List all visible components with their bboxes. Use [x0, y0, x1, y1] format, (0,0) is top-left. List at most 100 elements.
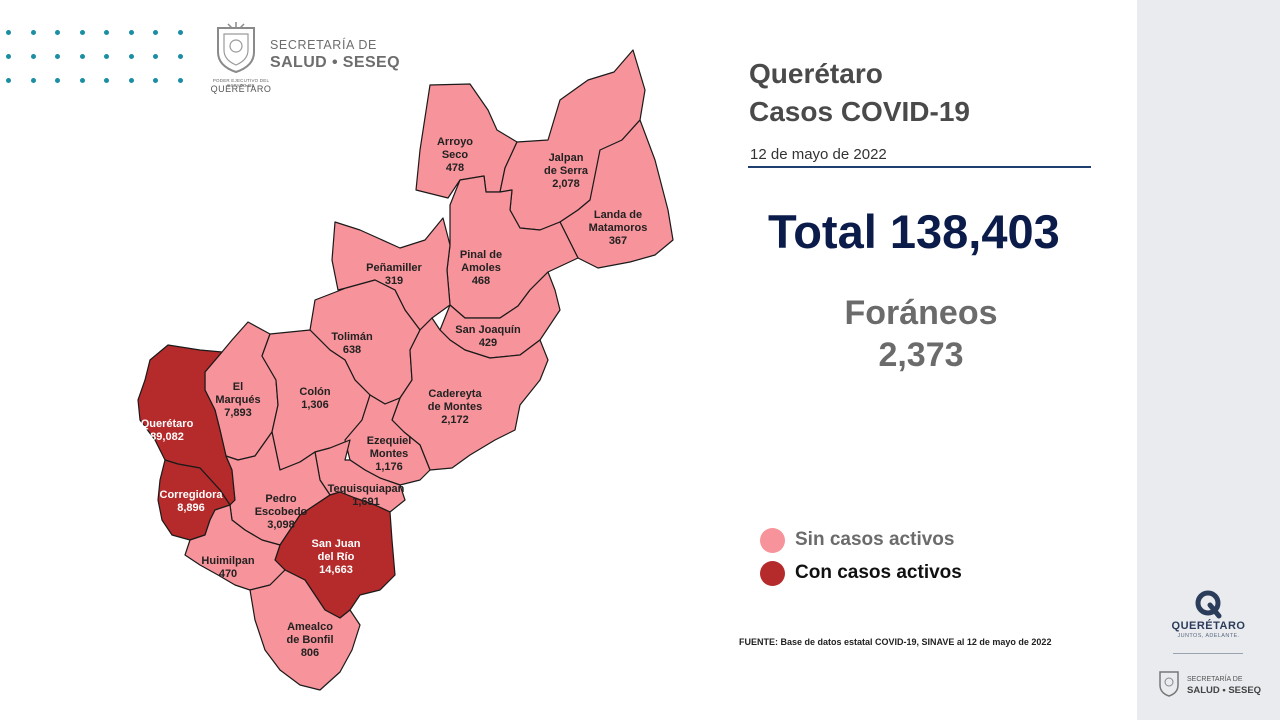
- municipality-name-line: Corregidora: [159, 489, 223, 501]
- municipality-case-count: 806: [300, 647, 320, 659]
- label-landa-de-matamoros: Landa de Matamoros 367: [589, 209, 648, 248]
- decorative-dot: [153, 30, 158, 35]
- municipality-case-count: 89,082: [150, 431, 184, 443]
- municipality-name-line: Pedro: [265, 493, 297, 505]
- municipality-case-count: 3,098: [267, 519, 295, 531]
- label-arroyo-seco: Arroyo Seco 478: [437, 136, 473, 175]
- municipality-name-line: Marqués: [215, 394, 261, 406]
- logo-line-1: SECRETARÍA DE: [270, 38, 377, 52]
- legend-label-inactive: Sin casos activos: [795, 529, 955, 550]
- report-date: 12 de mayo de 2022: [750, 146, 887, 163]
- municipality-name-line: Cadereyta: [428, 388, 482, 400]
- municipality-name-line: de Bonfil: [286, 634, 334, 646]
- municipality-name-line: Matamoros: [588, 222, 648, 234]
- municipality-case-count: 2,172: [441, 414, 469, 426]
- municipality-case-count: 319: [384, 275, 404, 287]
- decorative-dot: [104, 30, 109, 35]
- municipality-case-count: 638: [342, 344, 362, 356]
- municipality-name-line: Amoles: [461, 262, 501, 274]
- region-huimilpan[interactable]: [184, 504, 286, 591]
- decorative-dot: [30, 78, 36, 83]
- decorative-dot: [55, 78, 60, 83]
- municipality-case-count: 470: [218, 568, 238, 580]
- municipality-name-line: de Serra: [543, 165, 589, 177]
- decorative-dot: [55, 54, 60, 59]
- decorative-dot: [79, 54, 85, 59]
- municipality-case-count: 8,896: [177, 502, 205, 514]
- right-sidebar: QUERÉTARO JUNTOS, ADELANTE. SECRETARÍA D…: [1137, 0, 1280, 720]
- decorative-dot: [104, 78, 109, 83]
- municipality-case-count: 1,176: [375, 461, 403, 473]
- municipality-name-line: Montes: [369, 448, 409, 460]
- label-pinal-de-amoles: Pinal de Amoles 468: [460, 249, 502, 288]
- seseq-header-logo: PODER EJECUTIVO DEL ESTADO DE QUERÉTARO …: [206, 20, 426, 98]
- label-tequisquiapan: Tequisquiapan 1,691: [328, 483, 405, 509]
- title-subject: Casos COVID-19: [749, 96, 970, 127]
- legend-swatch-inactive: [760, 527, 785, 553]
- label-ezequiel-montes: Ezequiel Montes 1,176: [367, 435, 412, 474]
- data-source-note: FUENTE: Base de datos estatal COVID-19, …: [739, 637, 1052, 647]
- decorative-dot: [128, 30, 134, 35]
- decorative-dot: [6, 54, 11, 59]
- municipality-case-count: 2,078: [552, 178, 580, 190]
- decorative-dot: [177, 30, 183, 35]
- label-cadereyta-de-montes: Cadereyta de Montes 2,172: [428, 388, 482, 427]
- foraneos-block: Foráneos 2,373: [821, 292, 1021, 376]
- title-state: Querétaro: [749, 58, 883, 89]
- municipality-case-count: 367: [608, 235, 628, 247]
- legend-label-active: Con casos activos: [795, 562, 962, 583]
- municipality-name-line: Pinal de: [459, 249, 503, 261]
- municipality-case-count: 429: [478, 337, 498, 349]
- municipality-name-line: Peñamiller: [366, 262, 422, 274]
- label-amealco-de-bonfil: Amealco de Bonfil 806: [286, 621, 333, 660]
- decorative-dot: [30, 30, 36, 35]
- municipality-name-line: Ezequiel: [366, 435, 412, 447]
- municipality-name-line: Arroyo: [436, 136, 474, 148]
- decorative-dot: [79, 78, 85, 83]
- municipality-name-line: Tolimán: [331, 331, 373, 343]
- municipality-name-line: Escobedo: [254, 506, 308, 518]
- decorative-dot: [128, 78, 134, 83]
- decorative-dot: [6, 78, 11, 83]
- sidebar-shield-icon: [1159, 671, 1179, 697]
- municipality-name-line: Seco: [441, 149, 469, 161]
- municipality-name-line: Querétaro: [140, 418, 194, 430]
- municipality-case-count: 1,306: [301, 399, 329, 411]
- label-huimilpan: Huimilpan 470: [201, 555, 254, 581]
- municipality-case-count: 7,893: [224, 407, 252, 419]
- decorative-dot: [177, 78, 183, 83]
- decorative-dot: [6, 30, 11, 35]
- municipality-case-count: 1,691: [352, 496, 380, 508]
- label-pedro-escobedo: Pedro Escobedo 3,098: [255, 493, 308, 532]
- foraneos-label: Foráneos: [844, 294, 998, 332]
- sidebar-tagline: JUNTOS, ADELANTE.: [1177, 633, 1240, 639]
- sidebar-logo-line-2: SALUD • SESEQ: [1187, 685, 1262, 696]
- region-amealco-de-bonfil[interactable]: [249, 569, 361, 691]
- label-penamiller: Peñamiller 319: [366, 262, 422, 288]
- municipality-name-line: Jalpan: [548, 152, 584, 164]
- decorative-dot: [104, 54, 109, 59]
- municipality-name-line: San Joaquín: [455, 324, 521, 336]
- decorative-dot: [128, 54, 134, 59]
- decorative-dot: [153, 78, 158, 83]
- label-jalpan-de-serra: Jalpan de Serra 2,078: [544, 152, 588, 191]
- municipality-case-count: 478: [445, 162, 465, 174]
- municipality-name-line: Landa de: [593, 209, 643, 221]
- region-landa-de-matamoros[interactable]: [559, 119, 674, 269]
- sidebar-divider: [1173, 653, 1243, 654]
- decorative-dot: [153, 54, 158, 59]
- label-san-joaquin: San Joaquín 429: [455, 324, 520, 350]
- municipality-case-count: 14,663: [319, 564, 353, 576]
- logo-state-text: QUERÉTARO: [210, 84, 272, 94]
- label-corregidora: Corregidora 8,896: [160, 489, 223, 515]
- decorative-dot: [177, 54, 183, 59]
- municipality-name-line: de Montes: [427, 401, 483, 413]
- legend-item-active: Con casos activos: [760, 560, 962, 586]
- label-toliman: Tolimán 638: [331, 331, 372, 357]
- foraneos-value: 2,373: [878, 336, 964, 374]
- municipality-name-line: del Río: [317, 551, 355, 563]
- queretaro-q-icon: [1195, 590, 1222, 619]
- decorative-dot: [79, 30, 85, 35]
- municipality-name-line: Huimilpan: [201, 555, 255, 567]
- label-el-marques: El Marqués 7,893: [215, 381, 260, 420]
